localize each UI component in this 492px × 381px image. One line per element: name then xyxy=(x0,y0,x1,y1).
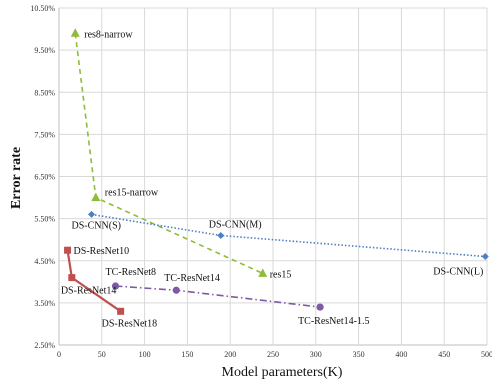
x-tick-label: 100 xyxy=(139,350,151,359)
series-line-ds-resnet xyxy=(66,250,122,313)
point-labels: res8-narrow res15-narrow res15 DS-CNN(S) DS-… xyxy=(61,29,483,329)
marker-ds-resnet xyxy=(117,307,125,315)
point-label-ds-cnn: DS-CNN(M) xyxy=(209,219,262,230)
y-tick-label: 9.50% xyxy=(34,46,55,55)
x-tick-label: 300 xyxy=(310,350,322,359)
marker-ds-cnn xyxy=(217,231,225,239)
x-tick-label: 250 xyxy=(267,350,279,359)
series-line-tc-resnet xyxy=(115,285,321,308)
y-axis-title: Error rate xyxy=(9,147,24,209)
x-tick-label: 400 xyxy=(395,350,407,359)
x-tick-label: 350 xyxy=(353,350,365,359)
marker-tc-resnet xyxy=(111,282,120,290)
y-tick-label: 5.50% xyxy=(34,215,55,224)
point-label-ds-cnn: DS-CNN(S) xyxy=(72,220,121,231)
x-tick-label: 200 xyxy=(224,350,236,359)
marker-ds-resnet xyxy=(68,274,76,282)
series-line-ds-cnn xyxy=(91,213,486,258)
point-label-res: res8-narrow xyxy=(84,29,133,40)
x-tick-label: 50 xyxy=(98,350,106,359)
point-label-res: res15-narrow xyxy=(105,188,159,199)
point-label-ds-resnet: DS-ResNet10 xyxy=(74,246,130,257)
marker-ds-cnn xyxy=(481,253,489,261)
point-label-tc-resnet: TC-ResNet14 xyxy=(164,273,220,284)
grid-layer xyxy=(58,7,488,346)
marker-ds-cnn xyxy=(88,210,96,218)
x-tick-label: 0 xyxy=(57,350,61,359)
x-tick-label: 450 xyxy=(438,350,450,359)
marker-res xyxy=(258,268,268,277)
series-layer xyxy=(64,28,489,315)
y-tick-label: 10.50% xyxy=(30,4,55,13)
point-label-ds-resnet: DS-ResNet18 xyxy=(102,318,158,329)
point-label-res: res15 xyxy=(270,269,292,280)
y-tick-label: 6.50% xyxy=(34,173,55,182)
point-label-tc-resnet: TC-ResNet8 xyxy=(105,267,156,278)
x-tick-label: 150 xyxy=(181,350,193,359)
y-tick-label: 8.50% xyxy=(34,88,55,97)
point-label-tc-resnet: TC-ResNet14-1.5 xyxy=(298,316,369,327)
y-tick-label: 2.50% xyxy=(34,341,55,350)
y-tick-label: 4.50% xyxy=(34,257,55,266)
x-axis-title: Model parameters(K) xyxy=(222,365,343,380)
y-tick-label: 7.50% xyxy=(34,130,55,139)
y-tick-label: 3.50% xyxy=(34,299,55,308)
marker-ds-resnet xyxy=(64,246,72,254)
marker-res xyxy=(70,28,80,37)
x-tick-label: 500 xyxy=(481,350,492,359)
point-label-ds-resnet: DS-ResNet14 xyxy=(61,286,117,297)
marker-tc-resnet xyxy=(172,286,180,294)
tick-labels: 2.50% 3.50% 4.50% 5.50% 6.50% 7.50% 8.50% 9.50%… xyxy=(30,4,492,359)
point-label-ds-cnn: DS-CNN(L) xyxy=(433,267,483,278)
marker-tc-resnet xyxy=(316,303,324,311)
marker-res xyxy=(91,192,101,202)
